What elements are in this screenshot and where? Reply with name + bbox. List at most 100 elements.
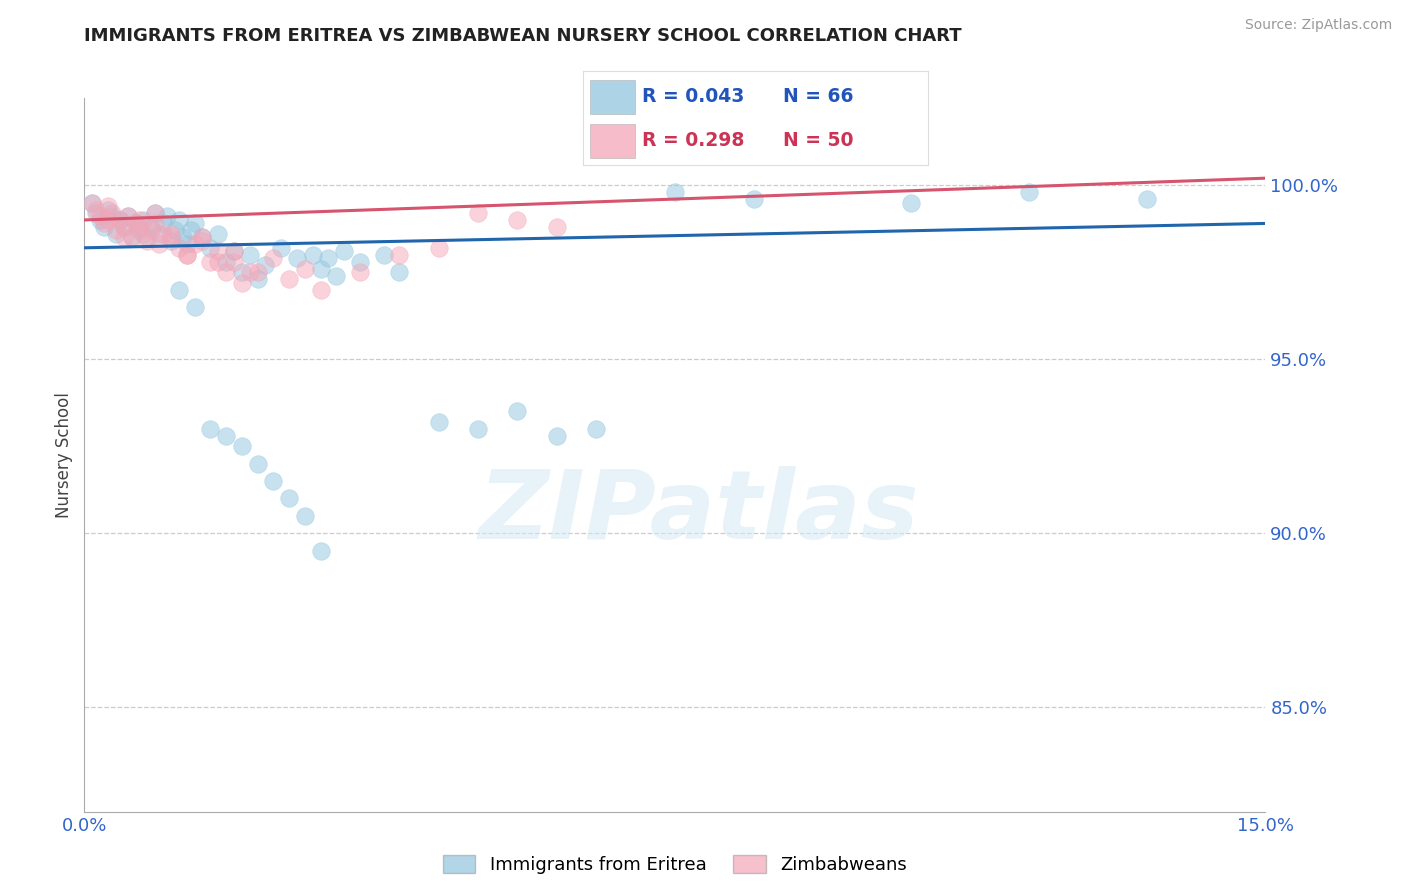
Point xyxy=(124,216,146,230)
Point xyxy=(467,422,489,436)
Point xyxy=(132,213,155,227)
Point xyxy=(124,216,146,230)
Point xyxy=(262,252,284,266)
Point xyxy=(215,254,238,268)
Point xyxy=(231,265,253,279)
Point xyxy=(143,206,166,220)
Point xyxy=(136,234,159,248)
Point xyxy=(349,254,371,268)
Point xyxy=(200,254,222,268)
Y-axis label: Nursery School: Nursery School xyxy=(55,392,73,518)
Point xyxy=(546,429,568,443)
Point xyxy=(128,223,150,237)
Point xyxy=(108,213,131,227)
Point xyxy=(427,241,450,255)
Point xyxy=(585,422,607,436)
Point xyxy=(183,216,205,230)
Point xyxy=(136,230,159,244)
Point xyxy=(388,248,411,262)
Point xyxy=(128,213,150,227)
Point xyxy=(191,234,214,248)
Point xyxy=(239,265,262,279)
Point xyxy=(132,227,155,241)
Point xyxy=(191,230,214,244)
Point xyxy=(104,223,127,237)
Point xyxy=(270,241,292,255)
Point xyxy=(101,206,124,220)
Point xyxy=(309,261,332,276)
Point xyxy=(207,244,229,259)
Point xyxy=(121,230,143,244)
Point xyxy=(97,202,120,217)
Point xyxy=(176,237,198,252)
Point xyxy=(285,252,308,266)
Point xyxy=(215,265,238,279)
Point xyxy=(900,195,922,210)
Point xyxy=(309,543,332,558)
Point xyxy=(117,210,139,224)
Point xyxy=(141,219,163,234)
Point xyxy=(294,508,316,523)
Point xyxy=(148,237,170,252)
Point xyxy=(104,227,127,241)
Point xyxy=(167,283,190,297)
Text: N = 66: N = 66 xyxy=(783,87,853,106)
Point xyxy=(152,227,174,241)
Point xyxy=(112,219,135,234)
Point xyxy=(167,213,190,227)
Point xyxy=(1018,185,1040,199)
Point xyxy=(278,272,301,286)
Point xyxy=(246,457,269,471)
Point xyxy=(742,192,765,206)
Point xyxy=(191,230,214,244)
Point xyxy=(222,244,245,259)
Point xyxy=(467,206,489,220)
Text: ZIPatlas: ZIPatlas xyxy=(478,466,918,558)
Point xyxy=(143,206,166,220)
Point xyxy=(333,244,356,259)
Point xyxy=(160,234,183,248)
Point xyxy=(148,227,170,241)
Point xyxy=(183,300,205,314)
Point xyxy=(117,210,139,224)
Point xyxy=(101,210,124,224)
Point xyxy=(121,230,143,244)
Point xyxy=(222,254,245,268)
Point xyxy=(89,210,111,224)
Point xyxy=(278,491,301,506)
Point xyxy=(246,272,269,286)
Point xyxy=(664,185,686,199)
Point xyxy=(231,276,253,290)
Text: N = 50: N = 50 xyxy=(783,131,853,150)
Point xyxy=(84,202,107,217)
Point xyxy=(262,474,284,488)
Point xyxy=(89,213,111,227)
Point xyxy=(427,415,450,429)
Point xyxy=(207,254,229,268)
Text: IMMIGRANTS FROM ERITREA VS ZIMBABWEAN NURSERY SCHOOL CORRELATION CHART: IMMIGRANTS FROM ERITREA VS ZIMBABWEAN NU… xyxy=(84,27,962,45)
Point xyxy=(200,422,222,436)
Point xyxy=(82,195,104,210)
Point xyxy=(207,227,229,241)
Point xyxy=(82,195,104,210)
FancyBboxPatch shape xyxy=(591,124,636,159)
Point xyxy=(172,230,194,244)
Point xyxy=(143,216,166,230)
Point xyxy=(93,216,115,230)
Text: R = 0.043: R = 0.043 xyxy=(643,87,744,106)
Point xyxy=(301,248,323,262)
Point xyxy=(349,265,371,279)
FancyBboxPatch shape xyxy=(591,79,636,114)
Point xyxy=(200,241,222,255)
Point xyxy=(373,248,395,262)
Point xyxy=(167,241,190,255)
Point xyxy=(112,230,135,244)
Point xyxy=(163,223,186,237)
Point xyxy=(1136,192,1159,206)
Point xyxy=(246,265,269,279)
Point xyxy=(506,404,529,418)
Point xyxy=(108,213,131,227)
Point xyxy=(546,219,568,234)
Point xyxy=(388,265,411,279)
Point xyxy=(309,283,332,297)
